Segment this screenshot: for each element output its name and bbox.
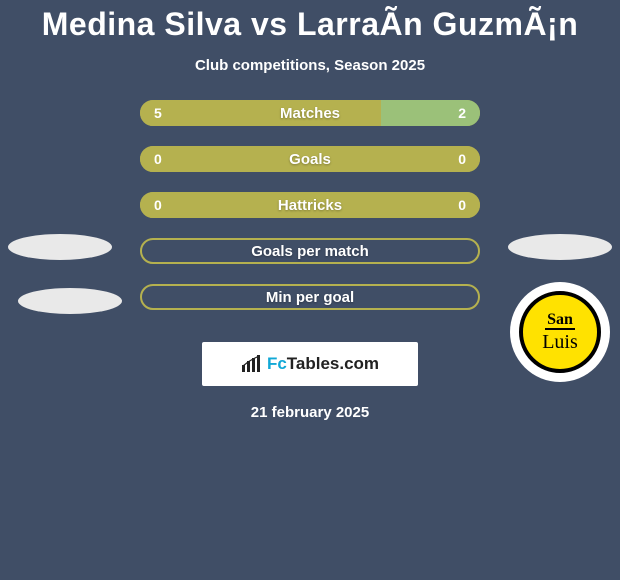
comparison-chart: San Luis Matches52Goals00Hattricks00Goal… — [0, 112, 620, 322]
watermark-box: FcTables.com — [202, 342, 418, 386]
stat-row: Matches5 2 — [140, 100, 480, 126]
brand-rest: Tables.com — [287, 354, 379, 373]
stat-label: Matches — [140, 100, 480, 126]
season-subtitle: Club competitions, Season 2025 — [0, 57, 620, 74]
stat-left-value: 0 — [154, 146, 162, 172]
crest-bot-text: Luis — [542, 332, 578, 352]
stat-right-value: 0 — [458, 146, 466, 172]
crest-top-text: San — [545, 312, 575, 330]
stat-right-value: 0 — [458, 192, 466, 218]
stat-row: Min per goal — [140, 284, 480, 310]
stat-row: Hattricks0 0 — [140, 192, 480, 218]
stat-row: Goals0 0 — [140, 146, 480, 172]
stat-left-value: 0 — [154, 192, 162, 218]
page-title: Medina Silva vs LarraÃ­n GuzmÃ¡n — [0, 0, 620, 43]
stat-label: Goals — [140, 146, 480, 172]
brand-prefix: Fc — [267, 354, 287, 373]
snapshot-date: 21 february 2025 — [0, 404, 620, 421]
stat-row: Goals per match — [140, 238, 480, 264]
stat-label: Min per goal — [140, 284, 480, 310]
stat-label: Hattricks — [140, 192, 480, 218]
stat-right-value: 2 — [458, 100, 466, 126]
brand-text: FcTables.com — [267, 354, 379, 374]
bar-chart-icon — [241, 355, 263, 373]
stat-label: Goals per match — [140, 238, 480, 264]
stat-left-value: 5 — [154, 100, 162, 126]
stat-rows: Matches52Goals00Hattricks00Goals per mat… — [0, 100, 620, 310]
